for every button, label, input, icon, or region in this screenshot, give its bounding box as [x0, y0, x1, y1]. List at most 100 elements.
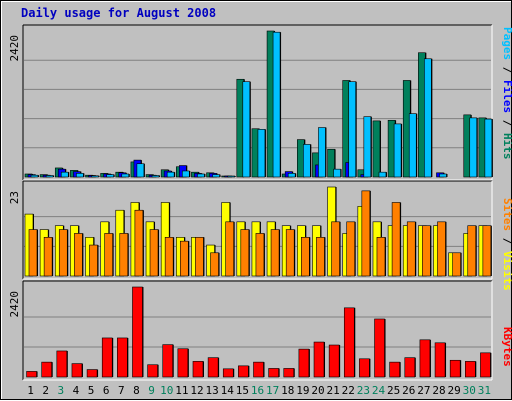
y-max-label: 2420 [8, 291, 21, 318]
bar-kbytes-day-8 [132, 286, 143, 378]
bar-sites-day-11 [179, 240, 189, 277]
bar-pages-day-21 [333, 168, 341, 178]
bar-sites-day-18 [285, 229, 295, 277]
bar-hits-day-21 [327, 148, 335, 178]
x-tick-label-day-12: 12 [190, 384, 203, 397]
bar-pages-day-18 [287, 173, 296, 178]
bar-sites-day-10 [164, 237, 174, 277]
bar-sites-day-25 [391, 202, 401, 277]
bar-sites-day-8 [134, 209, 144, 277]
x-tick-label-day-22: 22 [342, 384, 355, 397]
bar-sites-day-2 [43, 237, 53, 277]
bar-sites-day-17 [270, 229, 280, 277]
bar-kbytes-day-28 [434, 342, 446, 378]
x-tick-label-day-2: 2 [42, 384, 49, 397]
right-axis-label: Sites / Visits [501, 198, 512, 291]
x-tick-label-day-28: 28 [432, 384, 445, 397]
x-tick-label-day-4: 4 [73, 384, 80, 397]
x-tick-label-day-9: 9 [148, 384, 155, 397]
right-label-segment: Sites [501, 198, 512, 231]
bar-kbytes-day-19 [298, 348, 310, 378]
bar-pages-day-9 [151, 175, 160, 178]
bar-kbytes-day-10 [162, 344, 174, 378]
bar-pages-day-24 [378, 171, 387, 178]
bar-kbytes-day-24 [374, 318, 385, 378]
bar-pages-day-14 [227, 175, 235, 178]
bar-kbytes-day-29 [449, 359, 461, 378]
bar-pages-day-28 [439, 173, 447, 178]
bar-sites-day-9 [149, 229, 159, 277]
bar-sites-day-19 [301, 237, 310, 277]
y-max-label: 2420 [8, 35, 21, 62]
bar-sites-day-28 [437, 221, 446, 277]
x-tick-label-day-21: 21 [327, 384, 340, 397]
bar-kbytes-day-9 [147, 364, 158, 378]
x-tick-label-day-20: 20 [311, 384, 324, 397]
right-label-segment: Hits [501, 133, 512, 160]
bar-pages-day-2 [45, 175, 54, 178]
x-tick-label-day-8: 8 [133, 384, 140, 397]
bar-sites-day-1 [28, 229, 38, 277]
bar-kbytes-day-2 [41, 361, 52, 378]
x-tick-label-day-14: 14 [221, 384, 235, 397]
bar-kbytes-day-5 [86, 369, 98, 378]
bar-pages-day-4 [76, 173, 84, 178]
bar-pages-day-3 [60, 171, 69, 178]
x-tick-label-day-29: 29 [448, 384, 461, 397]
bar-kbytes-day-26 [404, 357, 416, 378]
bar-pages-day-25 [393, 123, 402, 178]
bar-kbytes-day-21 [328, 344, 340, 378]
frame-highlight-left [1, 1, 2, 399]
bar-pages-day-27 [424, 58, 432, 178]
x-tick-label-day-19: 19 [296, 384, 309, 397]
bar-pages-day-12 [197, 173, 205, 178]
bar-sites-day-7 [119, 233, 129, 277]
bar-kbytes-day-3 [56, 350, 68, 378]
bar-sites-day-16 [255, 233, 265, 277]
bar-kbytes-day-30 [465, 361, 476, 378]
bar-pages-day-19 [303, 144, 311, 178]
bar-kbytes-day-6 [101, 337, 113, 378]
bar-kbytes-day-1 [26, 371, 37, 378]
bar-kbytes-day-13 [207, 357, 219, 378]
bar-sites-day-31 [482, 225, 492, 277]
bar-sites-day-4 [74, 233, 83, 277]
x-tick-label-day-6: 6 [103, 384, 110, 397]
right-label-segment: / [501, 60, 512, 80]
bar-sites-day-5 [89, 244, 98, 277]
right-label-segment: Visits [501, 251, 512, 291]
bar-sites-day-30 [467, 225, 477, 277]
y-max-label: 23 [8, 191, 21, 204]
bar-hits-day-24 [372, 120, 381, 178]
x-tick-label-day-17: 17 [266, 384, 279, 397]
bar-sites-day-24 [376, 237, 386, 277]
bar-kbytes-day-27 [419, 339, 431, 378]
x-tick-label-day-7: 7 [118, 384, 125, 397]
bar-kbytes-day-4 [71, 363, 83, 378]
bar-sites-day-20 [316, 237, 325, 277]
x-tick-label-day-31: 31 [478, 384, 491, 397]
bar-pages-day-20 [318, 127, 326, 178]
bar-pages-day-22 [348, 81, 357, 178]
bar-sites-day-29 [452, 252, 461, 277]
x-tick-label-day-10: 10 [160, 384, 173, 397]
right-label-segment: / [501, 231, 512, 251]
bar-sites-day-27 [422, 225, 431, 277]
x-tick-label-day-11: 11 [175, 384, 188, 397]
bar-kbytes-day-31 [480, 352, 491, 378]
frame-highlight-top [1, 1, 511, 2]
bar-pages-day-8 [136, 163, 145, 178]
bar-kbytes-day-7 [117, 337, 128, 378]
x-tick-label-day-25: 25 [387, 384, 400, 397]
bar-kbytes-day-23 [359, 358, 370, 378]
bar-kbytes-day-14 [222, 368, 234, 378]
x-tick-label-day-3: 3 [58, 384, 65, 397]
bar-pages-day-17 [272, 31, 281, 178]
bar-sites-day-6 [104, 233, 113, 277]
bar-kbytes-day-22 [343, 307, 355, 378]
x-tick-label-day-18: 18 [281, 384, 294, 397]
bar-pages-day-5 [91, 175, 99, 178]
bar-pages-day-16 [257, 129, 266, 178]
bar-pages-day-1 [30, 174, 39, 178]
